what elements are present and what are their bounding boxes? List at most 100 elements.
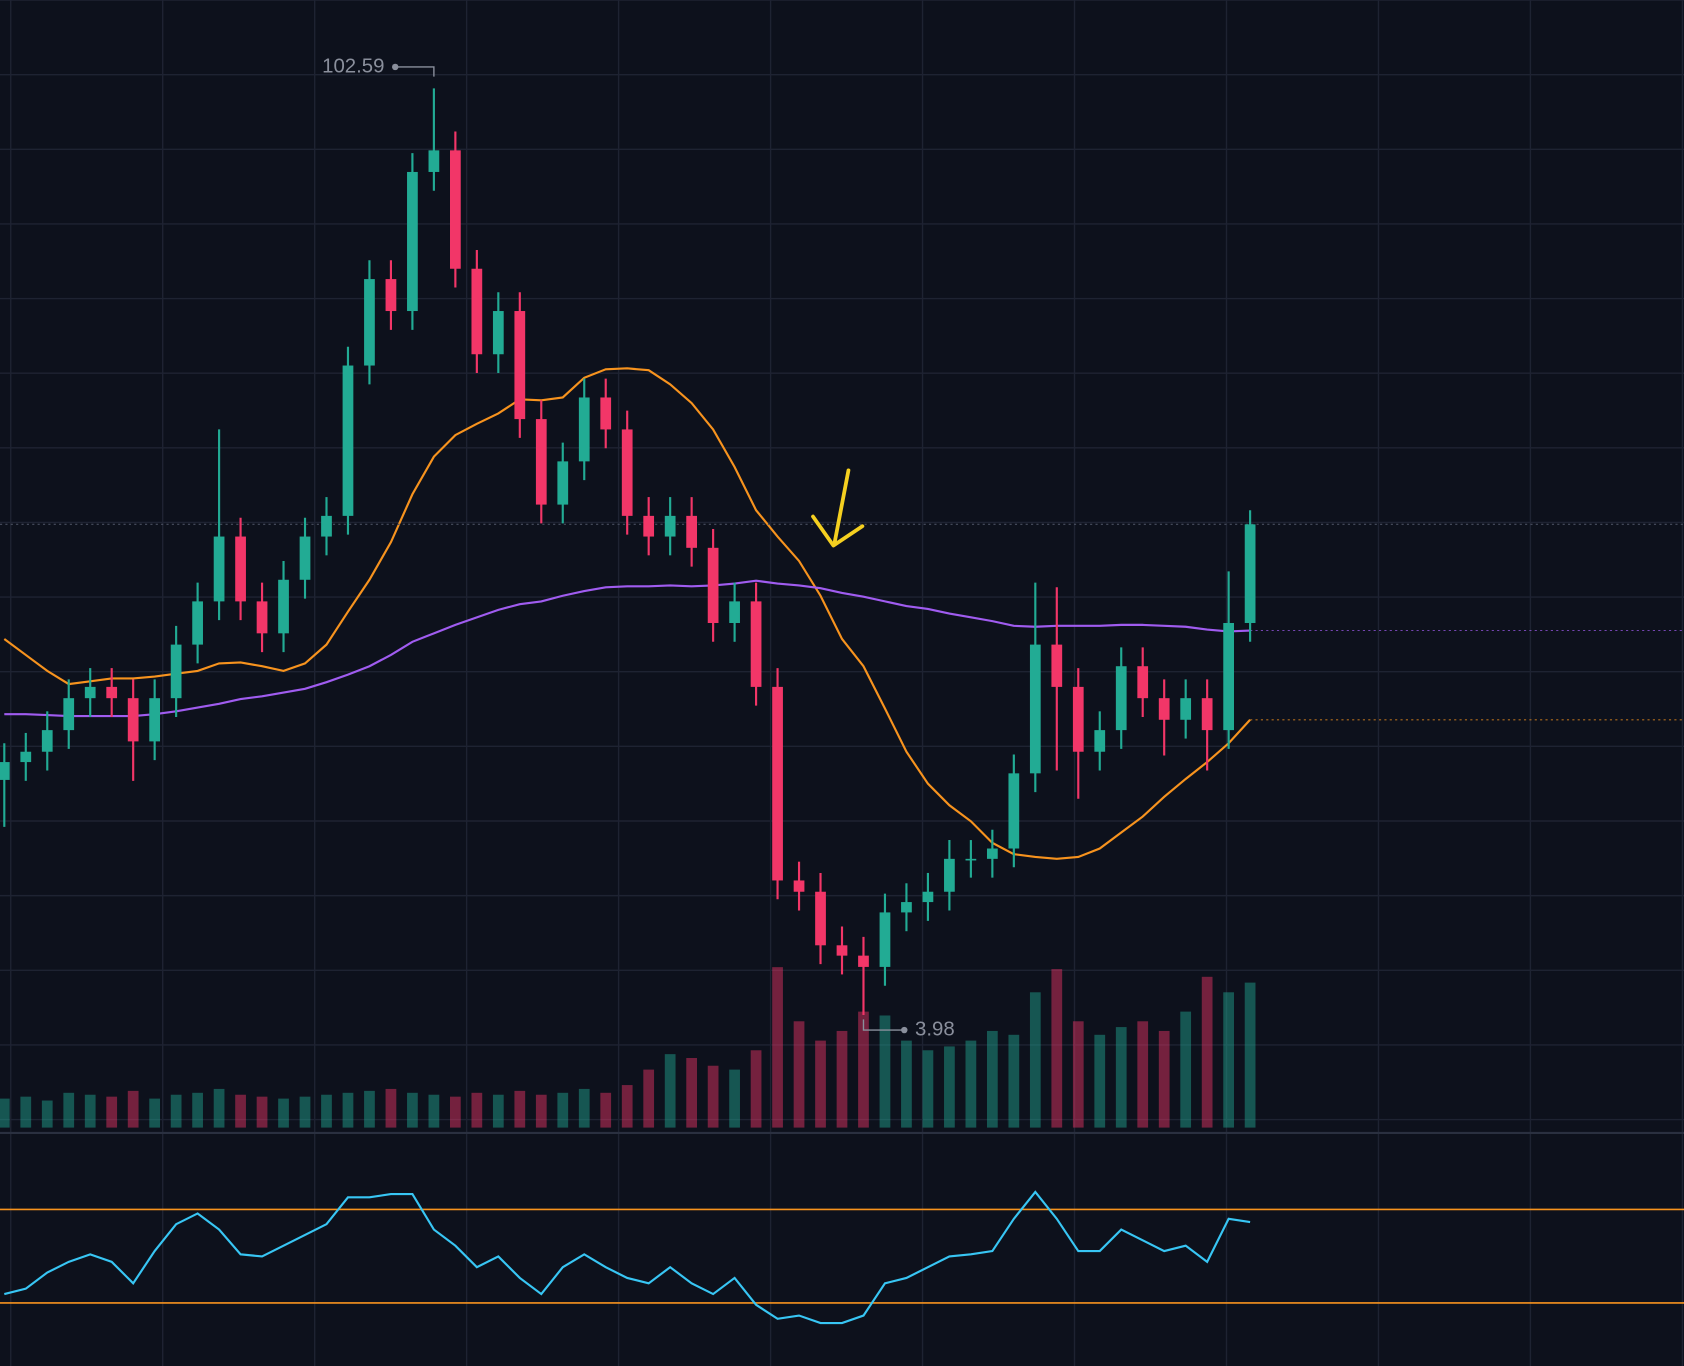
candle-layer [0, 88, 1256, 1016]
volume-bar [514, 1090, 526, 1128]
volume-bar [213, 1088, 225, 1128]
volume-bar [1223, 992, 1235, 1128]
volume-bar [557, 1092, 569, 1128]
volume-bar [750, 1050, 762, 1128]
volume-bar [84, 1094, 96, 1128]
volume-bar [407, 1092, 418, 1128]
drawn-arrow [811, 468, 865, 548]
candle-body [750, 601, 762, 687]
volume-bar [836, 1030, 848, 1128]
volume-bar [772, 967, 783, 1128]
arrow-head [811, 514, 865, 548]
volume-bar [364, 1090, 375, 1128]
candle-body [1201, 698, 1213, 731]
volume-bar [63, 1092, 75, 1128]
moving-average [4, 579, 1251, 718]
volume-bar [1180, 1011, 1192, 1128]
candle-body [213, 536, 225, 602]
candle-body [793, 880, 805, 892]
volume-bar [256, 1096, 268, 1128]
volume-bar [1201, 976, 1213, 1128]
rsi-layer [0, 1190, 1684, 1325]
volume-bar [1094, 1034, 1106, 1128]
volume-bar [879, 1015, 891, 1128]
volume-bar [278, 1098, 289, 1128]
candle-body [321, 515, 332, 537]
volume-bar [686, 1058, 698, 1128]
candle-body [836, 945, 848, 956]
volume-bar [1008, 1034, 1020, 1128]
candle-body [471, 268, 483, 355]
volume-bar [986, 1030, 998, 1128]
volume-layer [0, 967, 1256, 1128]
volume-bar [41, 1100, 53, 1128]
candle-body [621, 429, 633, 516]
candle-body [492, 311, 504, 355]
candle-body [965, 858, 977, 861]
volume-bar [578, 1088, 590, 1128]
candle-body [1180, 698, 1192, 720]
candle-body [557, 461, 569, 505]
candle-body [535, 419, 547, 505]
volume-bar [385, 1088, 397, 1128]
candle-body [1137, 666, 1149, 699]
volume-bar [1115, 1027, 1127, 1128]
candle-body [1094, 730, 1106, 752]
volume-bar [428, 1094, 440, 1128]
candle-body [686, 515, 698, 548]
candle-body [1115, 666, 1127, 731]
volume-bar [342, 1092, 354, 1128]
volume-bar [1051, 969, 1063, 1128]
candle-body [1158, 698, 1170, 720]
candle-body [578, 397, 590, 462]
volume-bar [1029, 992, 1041, 1128]
candle-body [20, 751, 32, 763]
low-label: 3.98 [915, 1018, 955, 1040]
volume-bar [815, 1040, 826, 1128]
candle-body [643, 515, 655, 537]
volume-bar [235, 1094, 246, 1128]
high-label: 102.59 [322, 55, 384, 77]
candle-body [278, 579, 289, 634]
volume-bar [600, 1092, 612, 1128]
candle-body [600, 397, 612, 430]
candle-body [944, 858, 955, 892]
candle-body [0, 762, 10, 780]
volume-bar [106, 1096, 118, 1128]
candle-body [385, 279, 397, 312]
candle-body [256, 601, 268, 634]
candle-body [41, 730, 53, 752]
volume-bar [535, 1094, 547, 1128]
low-connector [862, 1019, 905, 1031]
candle-body [235, 536, 246, 602]
low-dot [901, 1026, 908, 1034]
volume-bar [299, 1096, 311, 1128]
candle-body [707, 547, 719, 623]
candle-body [192, 601, 203, 645]
volume-bar [944, 1046, 955, 1128]
candle-body [1008, 773, 1020, 849]
candle-body [922, 891, 934, 903]
volume-bar [922, 1050, 934, 1128]
volume-bar [664, 1054, 676, 1128]
volume-bar [858, 1011, 869, 1128]
volume-bar [965, 1040, 977, 1128]
candle-body [84, 686, 96, 699]
volume-bar [20, 1096, 32, 1128]
volume-bar [449, 1096, 461, 1128]
volume-bar [901, 1040, 912, 1128]
candle-body [428, 150, 440, 172]
volume-bar [643, 1069, 655, 1128]
candle-body [815, 891, 826, 946]
candle-body [407, 171, 418, 312]
volume-bar [1244, 982, 1256, 1128]
candle-body [858, 955, 869, 967]
candle-body [879, 912, 891, 967]
volume-bar [471, 1092, 483, 1128]
arrow-shaft [832, 468, 851, 546]
candle-body [106, 686, 118, 699]
volume-bar [1072, 1021, 1084, 1128]
